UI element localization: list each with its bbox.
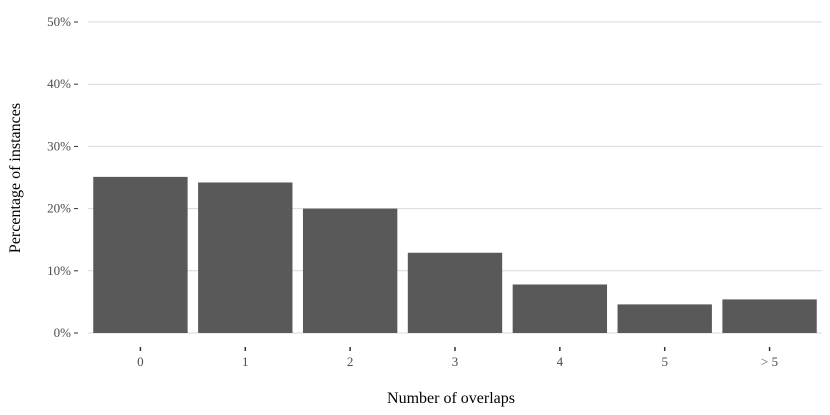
y-tick-label: 50% [47, 14, 71, 29]
y-tick-label: 0% [54, 325, 72, 340]
bar-3 [407, 252, 503, 333]
bar-1 [198, 182, 293, 333]
bar-2 [302, 208, 398, 333]
x-tick-label: > 5 [761, 354, 778, 369]
x-axis: 0 1 2 3 4 5 > 5 [137, 347, 778, 369]
y-tick-label: 40% [47, 76, 71, 91]
x-tick-label: 4 [557, 354, 564, 369]
x-tick-label: 1 [242, 354, 249, 369]
bar-5 [617, 304, 712, 333]
x-axis-title: Number of overlaps [387, 390, 515, 407]
y-tick-label: 30% [47, 138, 71, 153]
x-tick-label: 3 [452, 354, 459, 369]
x-tick-label: 5 [661, 354, 668, 369]
y-tick-label: 10% [47, 263, 71, 278]
x-tick-label: 2 [347, 354, 354, 369]
y-axis: 0% 10% 20% 30% 40% 50% [47, 14, 78, 340]
y-axis-title: Percentage of instances [7, 103, 24, 253]
x-tick-label: 0 [137, 354, 144, 369]
bar-0 [93, 176, 188, 333]
bar-4 [512, 284, 608, 333]
bars [93, 176, 817, 333]
y-tick-label: 20% [47, 201, 71, 216]
bar-6 [722, 299, 817, 333]
